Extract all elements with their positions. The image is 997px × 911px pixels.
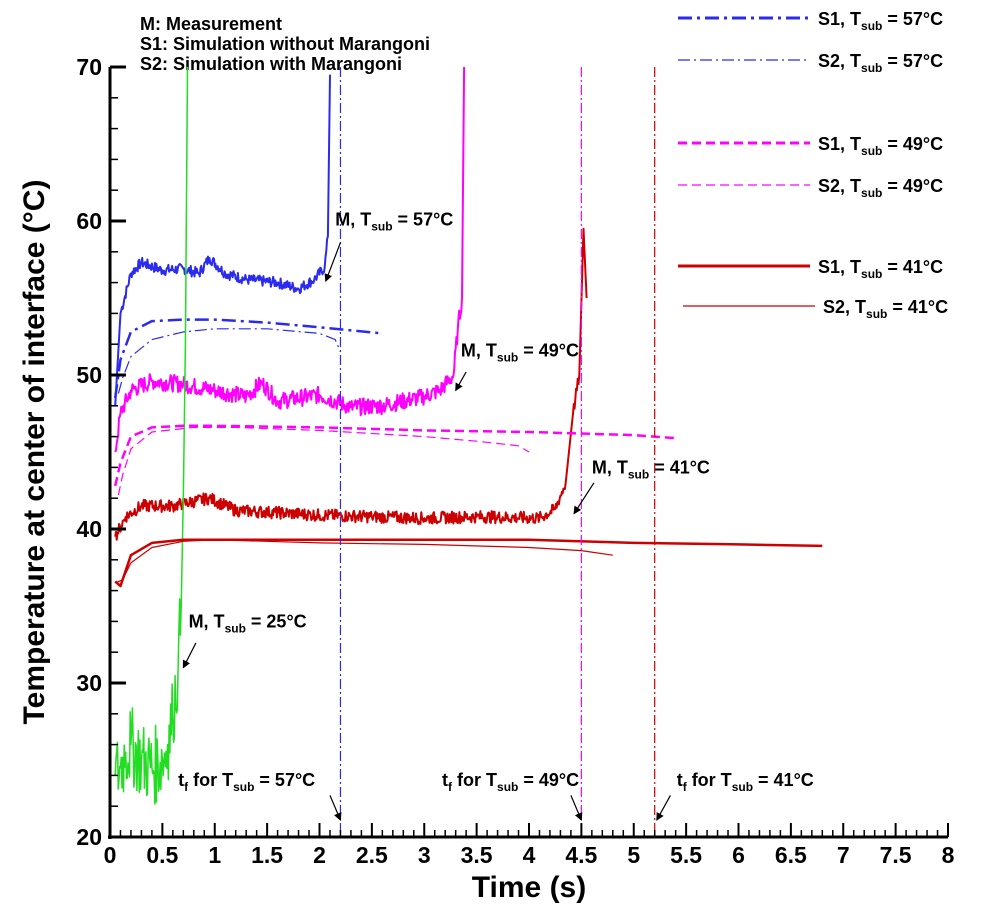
y-tick-label: 60: [76, 208, 102, 234]
series-line: [114, 538, 823, 588]
x-tick-label: 3: [418, 842, 431, 868]
annotation-arrow: [182, 642, 197, 669]
annotation-label: M, Tsub = 25°C: [189, 612, 307, 636]
x-tick-label: 4.5: [565, 842, 597, 868]
axes: 0 0.5 1 1.5 2 2.5 3 3.5 4 4.5 5 5.5 6 6.5 7 7.5 8 20 30 40 5…: [76, 54, 954, 868]
annotation-label: tf for Tsub = 41°C: [677, 770, 814, 794]
y-tick-label: 30: [76, 670, 102, 696]
series-line: [114, 74, 331, 406]
x-tick-label: 0.5: [146, 842, 178, 868]
legend: S1, Tsub = 57°C S2, Tsub = 57°C S1, Tsub =…: [678, 9, 948, 321]
y-axis-title: Temperature at center of interface (°C): [18, 180, 51, 725]
x-tick-label: 3.5: [461, 842, 493, 868]
final-time-lines: [339, 67, 656, 837]
x-tick-label: 1.5: [251, 842, 283, 868]
annotation-label: M, Tsub = 57°C: [335, 210, 453, 234]
legend-label: S1, Tsub = 57°C: [818, 9, 943, 33]
x-tick-label: 4: [523, 842, 536, 868]
x-tick-label: 7.5: [880, 842, 912, 868]
legend-label: S2, Tsub = 49°C: [818, 176, 943, 200]
legend-label: S2, Tsub = 57°C: [818, 51, 943, 75]
plot-area: [113, 67, 823, 805]
x-tick-label: 6.5: [775, 842, 807, 868]
annotation-arrow: [570, 795, 583, 821]
legend-label: S1, Tsub = 49°C: [818, 134, 943, 158]
y-tick-label: 50: [76, 362, 102, 388]
x-tick-label: 1: [208, 842, 221, 868]
series-line: [117, 328, 342, 394]
series-line: [113, 318, 383, 399]
annotation-label: M, Tsub = 41°C: [592, 458, 710, 482]
series-line: [114, 67, 189, 805]
annotation-arrow: [455, 371, 467, 392]
x-tick-label: 5.5: [670, 842, 702, 868]
x-tick-label: 5: [627, 842, 640, 868]
annotation-arrow: [329, 795, 342, 821]
x-tick-label: 8: [942, 842, 955, 868]
note-text: S1: Simulation without Marangoni: [140, 34, 430, 54]
annotation-arrow: [324, 242, 342, 282]
x-tick-label: 2: [313, 842, 326, 868]
series-line: [113, 424, 676, 487]
x-axis-title: Time (s): [472, 871, 586, 904]
series-line: [114, 67, 466, 453]
x-tick-label: 0: [104, 842, 117, 868]
series-line: [114, 227, 588, 541]
x-tick-label: 7: [837, 842, 850, 868]
note-text: M: Measurement: [140, 14, 282, 34]
series-line: [117, 426, 530, 496]
note-text: S2: Simulation with Marangoni: [140, 54, 402, 74]
y-tick-label: 40: [76, 516, 102, 542]
x-tick-label: 2.5: [356, 842, 388, 868]
annotations: M, Tsub = 57°C M, Tsub = 49°C M, Tsub = 41…: [178, 210, 814, 821]
series-line: [114, 539, 613, 584]
annotation-label: tf for Tsub = 49°C: [442, 770, 579, 794]
annotation-arrow: [656, 795, 671, 821]
annotation-label: tf for Tsub = 57°C: [178, 770, 315, 794]
x-tick-label: 6: [732, 842, 745, 868]
legend-label: S1, Tsub = 41°C: [818, 257, 943, 281]
y-tick-label: 70: [76, 54, 102, 80]
y-tick-label: 20: [76, 824, 102, 850]
legend-label: S2, Tsub = 41°C: [823, 297, 948, 321]
annotation-label: M, Tsub = 49°C: [461, 341, 579, 365]
annotation-arrow: [573, 482, 595, 515]
